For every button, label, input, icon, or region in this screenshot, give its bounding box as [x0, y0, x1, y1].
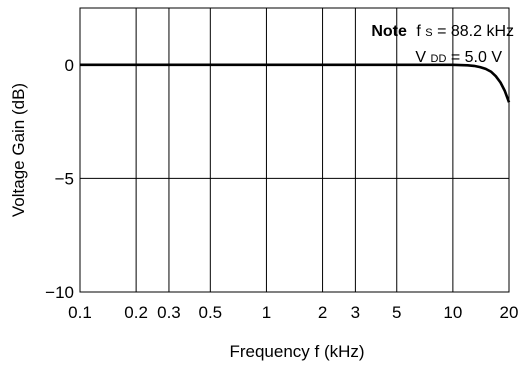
x-tick-label: 2	[318, 303, 327, 322]
series-layer	[80, 63, 511, 103]
y-tick-label: −5	[55, 169, 74, 188]
y-axis-label: Voltage Gain (dB)	[9, 83, 28, 217]
series-line	[80, 63, 511, 103]
y-tick-labels: 0 −5 −10	[45, 56, 74, 302]
x-tick-label: 5	[392, 303, 401, 322]
x-tick-label: 1	[262, 303, 271, 322]
x-tick-label: 0.1	[68, 303, 92, 322]
x-tick-label: 20	[500, 303, 519, 322]
note-vdd-symbol: V	[415, 49, 426, 66]
x-axis-label: Frequency f (kHz)	[229, 342, 364, 361]
note-vdd-subscript: DD	[431, 53, 447, 65]
note-annotation: Note f S = 88.2 kHz V DD = 5.0 V	[371, 23, 514, 66]
y-tick-label: −10	[45, 283, 74, 302]
x-tick-label: 3	[351, 303, 360, 322]
x-tick-label: 0.5	[198, 303, 222, 322]
grid	[80, 8, 509, 292]
x-tick-labels: 0.1 0.2 0.3 0.5 1 2 3 5 10 20	[68, 303, 518, 322]
note-line-1: Note f S = 88.2 kHz	[371, 23, 514, 40]
x-tick-label: 10	[443, 303, 462, 322]
plot-frame	[79, 7, 510, 293]
x-tick-label: 0.2	[124, 303, 148, 322]
note-vdd-value: = 5.0 V	[451, 49, 502, 66]
y-tick-label: 0	[65, 56, 74, 75]
x-tick-label: 0.3	[157, 303, 181, 322]
note-fs-value: = 88.2 kHz	[437, 23, 514, 40]
note-fs-subscript: S	[425, 27, 432, 39]
note-title: Note	[371, 23, 407, 40]
note-line-2: V DD = 5.0 V	[415, 49, 502, 66]
note-fs-symbol: f	[416, 23, 421, 40]
